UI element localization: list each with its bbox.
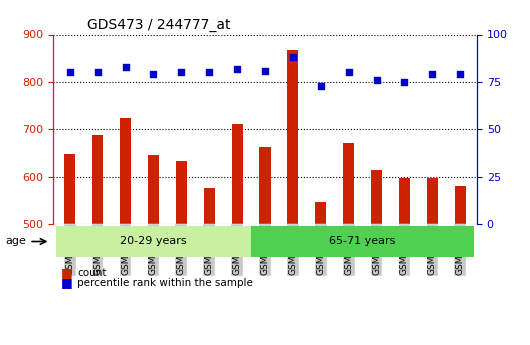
Bar: [455, 186, 466, 345]
Point: [400, 79, 409, 85]
Text: GSM10362: GSM10362: [233, 226, 242, 275]
Bar: [232, 124, 243, 345]
Text: GSM10367: GSM10367: [372, 226, 381, 275]
Text: GSM10355: GSM10355: [93, 226, 102, 275]
Bar: [64, 154, 75, 345]
Point: [177, 70, 186, 75]
Bar: [176, 161, 187, 345]
Text: GSM10365: GSM10365: [316, 226, 325, 275]
Text: ■: ■: [61, 276, 73, 289]
Text: GSM10366: GSM10366: [344, 226, 353, 275]
Point: [373, 77, 381, 83]
Text: GSM10361: GSM10361: [205, 226, 214, 275]
Point: [261, 68, 269, 73]
Bar: [371, 170, 382, 345]
Text: GSM10360: GSM10360: [177, 226, 186, 275]
Text: GSM10364: GSM10364: [288, 226, 297, 275]
Point: [93, 70, 102, 75]
Bar: [259, 147, 271, 345]
Point: [316, 83, 325, 89]
Text: GSM10359: GSM10359: [149, 226, 158, 275]
Text: age: age: [5, 237, 26, 246]
Point: [428, 72, 437, 77]
Bar: [287, 50, 298, 345]
Text: GSM10370: GSM10370: [456, 226, 465, 275]
Text: 20-29 years: 20-29 years: [120, 237, 187, 246]
Point: [205, 70, 214, 75]
Point: [289, 55, 297, 60]
Bar: [315, 203, 326, 345]
Bar: [343, 143, 354, 345]
Text: percentile rank within the sample: percentile rank within the sample: [77, 278, 253, 288]
Text: GSM10354: GSM10354: [65, 226, 74, 275]
Point: [456, 72, 464, 77]
Text: ■: ■: [61, 266, 73, 279]
Point: [233, 66, 241, 71]
Text: 65-71 years: 65-71 years: [330, 237, 396, 246]
Point: [121, 64, 130, 70]
Text: GSM10356: GSM10356: [121, 226, 130, 275]
Bar: [120, 118, 131, 345]
Bar: [92, 135, 103, 345]
Point: [66, 70, 74, 75]
Bar: [148, 155, 159, 345]
Bar: [399, 178, 410, 345]
Text: GSM10363: GSM10363: [261, 226, 269, 275]
Bar: [204, 188, 215, 345]
Text: GSM10369: GSM10369: [428, 226, 437, 275]
Text: GSM10368: GSM10368: [400, 226, 409, 275]
Text: GDS473 / 244777_at: GDS473 / 244777_at: [87, 18, 231, 32]
Point: [344, 70, 353, 75]
Point: [149, 72, 157, 77]
Text: count: count: [77, 268, 107, 277]
Bar: [427, 178, 438, 345]
